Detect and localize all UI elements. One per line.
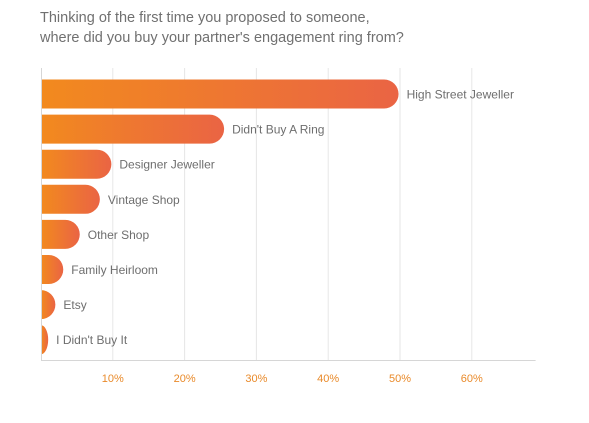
chart-title-line-2: where did you buy your partner's engagem… xyxy=(40,30,404,46)
bar-1 xyxy=(41,79,399,109)
category-label-4: Vintage Shop xyxy=(108,193,180,207)
bar-5 xyxy=(41,219,80,249)
x-axis: 10% 20% 30% 40% 50% 60% xyxy=(41,68,536,385)
x-tick-label-20: 20% xyxy=(174,373,196,385)
category-label-2: Didn't Buy A Ring xyxy=(232,123,324,137)
bars xyxy=(41,79,399,355)
category-label-1: High Street Jeweller xyxy=(407,88,514,102)
chart-title: Thinking of the first time you proposed … xyxy=(40,8,560,48)
x-tick-label-50: 50% xyxy=(389,373,411,385)
bar-3 xyxy=(41,149,112,179)
gridlines xyxy=(112,68,473,360)
category-labels: High Street Jeweller Didn't Buy A Ring Des… xyxy=(56,88,514,348)
category-label-5: Other Shop xyxy=(88,228,150,242)
x-tick-label-60: 60% xyxy=(461,373,483,385)
bar-8 xyxy=(41,325,49,355)
bar-7 xyxy=(41,290,56,320)
bar-4 xyxy=(41,184,100,214)
bar-6 xyxy=(41,255,64,284)
x-tick-label-10: 10% xyxy=(102,373,124,385)
category-label-6: Family Heirloom xyxy=(71,263,158,277)
x-tick-label-30: 30% xyxy=(245,373,267,385)
category-label-7: Etsy xyxy=(63,298,86,312)
chart-title-line-1: Thinking of the first time you proposed … xyxy=(40,10,370,26)
x-tick-label-40: 40% xyxy=(317,373,339,385)
category-label-8: I Didn't Buy It xyxy=(56,333,128,347)
bar-2 xyxy=(41,114,225,144)
category-label-3: Designer Jeweller xyxy=(119,158,214,172)
